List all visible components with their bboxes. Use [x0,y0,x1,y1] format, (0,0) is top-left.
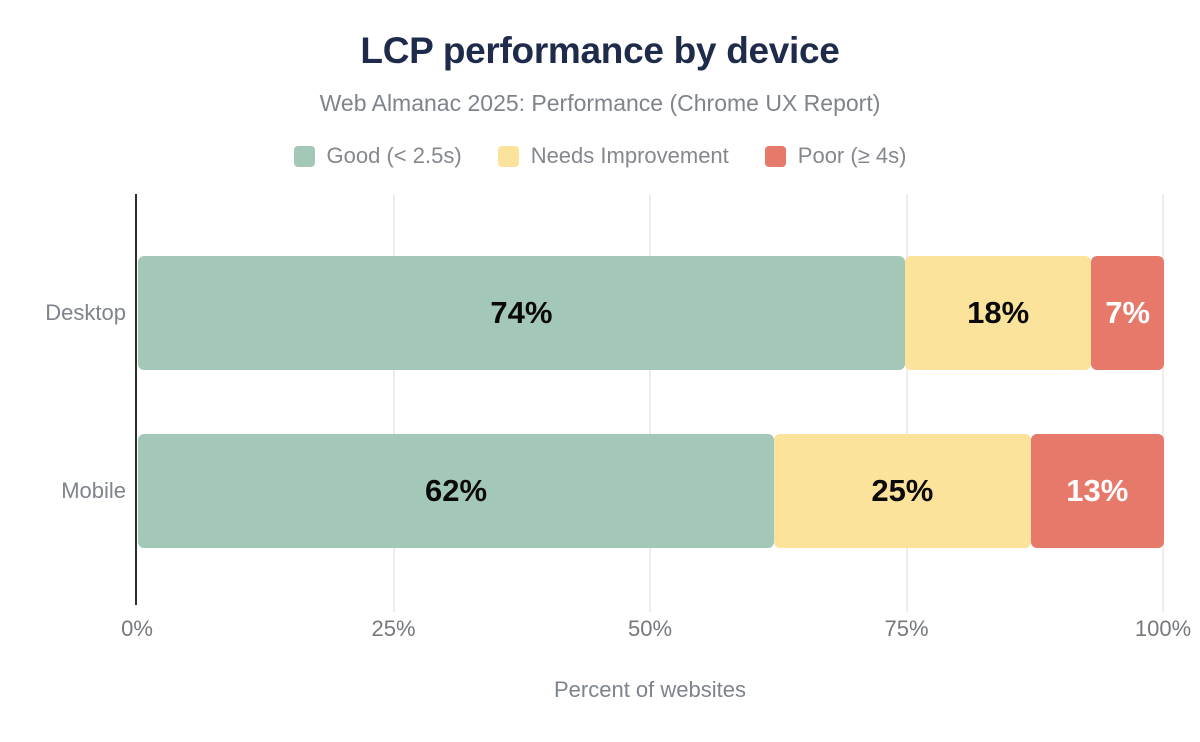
legend-item: Good (< 2.5s) [293,143,462,169]
legend-swatch [497,145,519,167]
bar-segment: 25% [774,434,1031,548]
chart-subtitle: Web Almanac 2025: Performance (Chrome UX… [319,90,881,116]
gridline-25 [392,194,395,612]
x-axis-title: Percent of websites [554,677,746,702]
category-label-desktop: Desktop [45,300,126,325]
bar-segment: 7% [1091,256,1164,370]
bar-segment: 74% [138,256,905,370]
legend-label: Needs Improvement [530,143,729,168]
legend: Good (< 2.5s) Needs Improvement Poor (≥ 4s… [0,140,1200,172]
legend-item: Poor (≥ 4s) [764,143,907,169]
gridline-75 [905,194,908,612]
legend-swatch [293,145,315,167]
bar-value-label: 62% [425,473,488,508]
gridline-50 [649,194,651,612]
legend-label: Poor (≥ 4s) [797,143,907,168]
x-tick-label: 0% [121,616,153,641]
x-tick-label: 100% [1134,616,1192,641]
plot-area: 74% 18% 7% 62% 25% 13% [135,194,1164,612]
bar-row-mobile: 62% 25% 13% [138,434,1164,548]
x-tick-label: 50% [627,616,673,641]
legend-label: Good (< 2.5s) [326,143,462,168]
legend-swatch [764,145,786,167]
category-label-mobile: Mobile [61,478,126,503]
bar-row-desktop: 74% 18% 7% [138,256,1164,370]
bar-value-label: 18% [967,295,1030,330]
bar-value-label: 25% [871,473,934,508]
gridline-100 [1162,194,1164,612]
bar-segment: 13% [1030,434,1164,548]
bar-segment: 18% [904,256,1092,370]
x-tick-label: 75% [884,616,929,641]
y-axis-line [135,194,137,605]
bar-value-label: 7% [1105,295,1151,330]
chart-title: LCP performance by device [360,30,840,71]
legend-item: Needs Improvement [497,143,729,169]
bar-value-label: 13% [1066,473,1129,508]
x-tick-label: 25% [371,616,416,641]
bar-value-label: 74% [490,295,553,330]
bar-segment: 62% [138,434,775,548]
x-axis-ticks: 0% 25% 50% 75% 100% [121,616,1191,644]
